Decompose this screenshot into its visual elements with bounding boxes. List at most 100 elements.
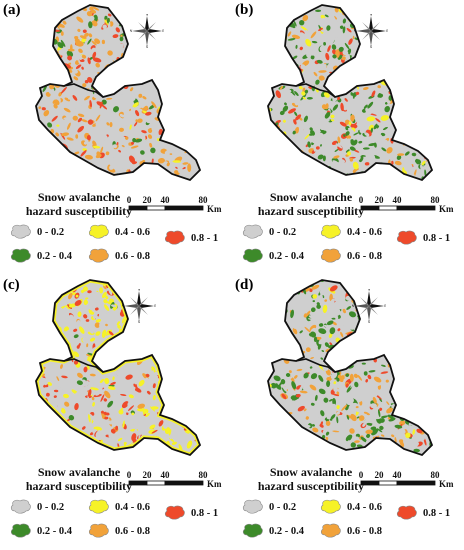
map-cell (309, 80, 316, 87)
map-cell (182, 319, 185, 323)
map-cell (308, 438, 315, 445)
legend-item: 0 - 0.2 (10, 224, 64, 240)
map-cell (119, 166, 123, 171)
map-cell (49, 146, 56, 153)
map-cell (181, 294, 186, 299)
map-cell (52, 17, 59, 23)
map-cell (268, 156, 270, 161)
map-cell (171, 441, 177, 445)
map-cell (164, 333, 171, 340)
map-cell (349, 95, 354, 101)
map-cell (187, 345, 193, 351)
map-cell (429, 280, 432, 283)
map-cell (144, 377, 149, 383)
map-cell (198, 413, 200, 420)
map-cell (282, 453, 288, 455)
map-cell (414, 17, 419, 24)
map-cell (81, 179, 87, 180)
map-cell (200, 430, 205, 434)
map-cell (188, 330, 192, 336)
map-cell (49, 331, 53, 337)
map-cell (180, 165, 185, 169)
panel-label-a: (a) (3, 2, 21, 18)
map-cell (282, 285, 286, 289)
map-cell (391, 332, 399, 338)
map-cell (381, 336, 385, 340)
map-cell (96, 353, 102, 357)
map-cell (282, 346, 286, 351)
map-cell (343, 101, 352, 107)
map-cell (391, 403, 396, 409)
map-cell (377, 85, 381, 89)
map-cell (48, 12, 57, 19)
map-cell (381, 394, 386, 397)
map-cell (106, 360, 109, 363)
map-cell (106, 301, 112, 305)
map-cell (36, 421, 40, 427)
map-cell (111, 70, 116, 76)
map-cell (337, 355, 341, 359)
map-cell (319, 295, 323, 300)
map-cell (325, 405, 331, 411)
map-cell (413, 419, 416, 424)
map-cell (158, 301, 164, 306)
map-cell (41, 107, 46, 111)
map-cell (280, 435, 288, 442)
map-cell (309, 133, 313, 136)
map-cell (273, 58, 277, 62)
map-cell (418, 125, 425, 133)
map-cell (287, 31, 292, 37)
map-cell (344, 72, 352, 79)
map-cell (64, 164, 71, 171)
map-cell (398, 294, 405, 301)
map-cell (46, 293, 52, 299)
map-cell (275, 90, 282, 99)
map-cell (348, 311, 357, 318)
map-cell (323, 92, 330, 98)
map-cell (410, 313, 416, 320)
map-cell (398, 391, 403, 398)
map-cell (414, 362, 420, 371)
map-cell (414, 88, 423, 94)
map-cell (413, 88, 420, 96)
map-cell (326, 377, 332, 382)
map-cell (92, 57, 102, 63)
map-cell (109, 122, 113, 128)
map-cell (317, 154, 324, 160)
map-cell (193, 394, 197, 399)
map-cell (192, 356, 197, 362)
scale-tick-label: 0 (359, 470, 364, 480)
map-cell (200, 285, 207, 291)
map-cell (164, 372, 170, 378)
map-cell (145, 412, 150, 418)
map-cell (426, 5, 431, 10)
map-cell (201, 142, 205, 146)
map-cell (176, 404, 181, 408)
map-cell (45, 362, 53, 368)
map-cell (43, 97, 49, 105)
map-cell (36, 320, 37, 323)
map-cell (107, 156, 114, 164)
map-cell (268, 433, 276, 439)
map-cell (48, 304, 54, 310)
map-cell (59, 280, 66, 286)
map-cell (188, 283, 195, 289)
map-cell (76, 380, 83, 386)
map-cell (279, 153, 286, 159)
map-cell (405, 77, 412, 84)
map-cell (36, 42, 44, 47)
map-cell (416, 373, 422, 377)
map-cell (200, 140, 205, 145)
map-cell (367, 452, 374, 455)
map-cell (277, 72, 280, 77)
map-cell (329, 85, 338, 88)
map-cell (44, 170, 48, 178)
map-cell (315, 79, 320, 85)
map-cell (195, 343, 200, 350)
map-cell (129, 57, 134, 62)
map-cell (198, 339, 200, 342)
map-cell (365, 111, 370, 115)
map-cell (279, 139, 285, 144)
map-cell (128, 405, 134, 411)
map-cell (268, 30, 272, 36)
